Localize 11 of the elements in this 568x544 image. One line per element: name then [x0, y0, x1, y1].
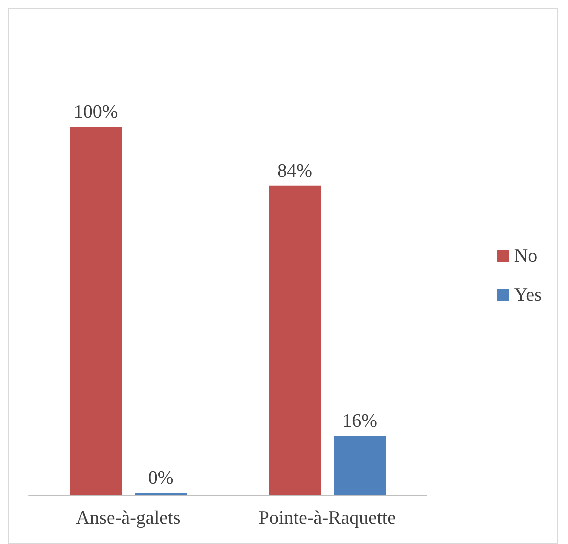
bar: [70, 127, 122, 495]
legend-label: Yes: [514, 285, 542, 306]
data-label: 0%: [148, 468, 174, 489]
x-tick-label: Pointe-à-Raquette: [258, 508, 396, 529]
data-label: 16%: [342, 411, 378, 432]
data-label: 100%: [74, 102, 118, 123]
x-tick-label: Anse-à-galets: [76, 508, 181, 529]
legend-label: No: [514, 246, 538, 267]
bar: [334, 436, 386, 495]
bar: [269, 186, 321, 495]
data-label: 84%: [278, 160, 313, 182]
